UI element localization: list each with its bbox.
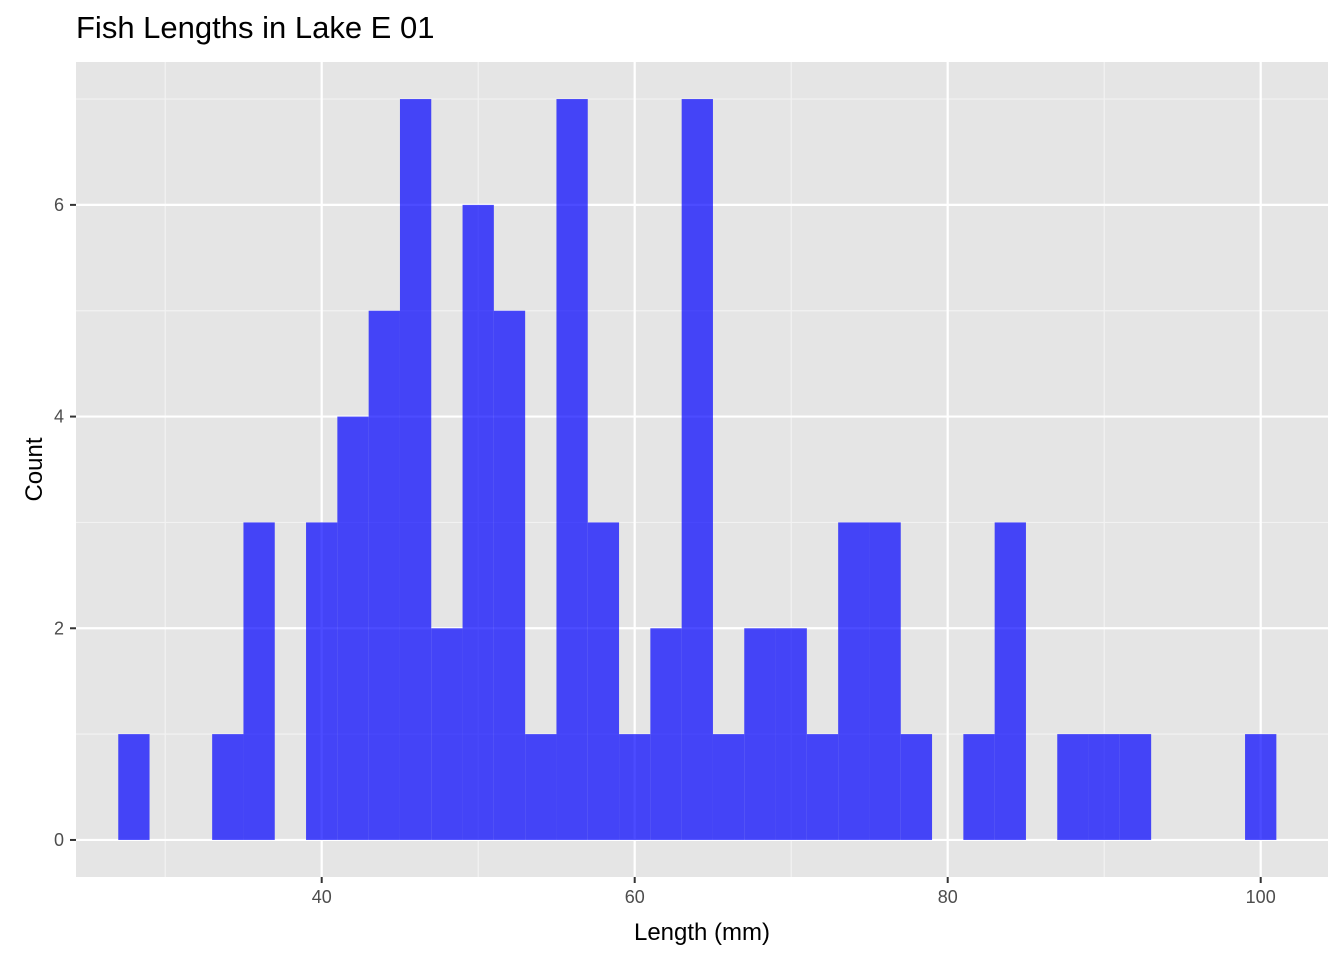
- histogram-bar: [556, 99, 588, 840]
- y-tick-label: 6: [54, 195, 64, 215]
- x-tick-label: 80: [938, 887, 958, 907]
- x-tick-label: 100: [1246, 887, 1276, 907]
- histogram-bar: [337, 416, 369, 840]
- histogram-bars: [118, 99, 1277, 840]
- histogram-bar: [963, 734, 995, 840]
- y-tick-label: 0: [54, 830, 64, 850]
- histogram-bar: [118, 734, 150, 840]
- x-axis-title: Length (mm): [634, 919, 770, 946]
- histogram-bar: [1088, 734, 1120, 840]
- y-axis: 0 2 4 6: [54, 195, 76, 850]
- histogram-bar: [368, 310, 400, 840]
- histogram-bar: [619, 734, 651, 840]
- y-tick-label: 4: [54, 407, 64, 427]
- histogram-bar: [493, 310, 526, 840]
- histogram-bar: [650, 628, 682, 840]
- y-axis-title: Count: [21, 437, 48, 501]
- histogram-bar: [994, 522, 1026, 840]
- histogram-bar: [587, 522, 620, 840]
- histogram-bar: [431, 628, 463, 840]
- histogram-bar: [838, 522, 870, 840]
- histogram-bar: [900, 734, 933, 840]
- histogram-bar: [681, 99, 713, 840]
- chart-title: Fish Lengths in Lake E 01: [76, 10, 435, 45]
- histogram-bar: [1245, 734, 1277, 840]
- histogram-bar: [212, 734, 244, 840]
- x-tick-label: 40: [312, 887, 332, 907]
- histogram-bar: [1057, 734, 1089, 840]
- x-tick-label: 60: [625, 887, 645, 907]
- histogram-bar: [243, 522, 275, 840]
- histogram-bar: [712, 734, 745, 840]
- histogram-bar: [1119, 734, 1152, 840]
- histogram-bar: [744, 628, 776, 840]
- histogram-bar: [462, 204, 494, 840]
- histogram-bar: [806, 734, 839, 840]
- histogram-bar: [869, 522, 901, 840]
- histogram-bar: [399, 99, 432, 840]
- x-axis: 40 60 80 100: [312, 877, 1276, 907]
- histogram-bar: [525, 734, 557, 840]
- histogram-bar: [775, 628, 807, 840]
- histogram-bar: [306, 522, 338, 840]
- y-tick-label: 2: [54, 618, 64, 638]
